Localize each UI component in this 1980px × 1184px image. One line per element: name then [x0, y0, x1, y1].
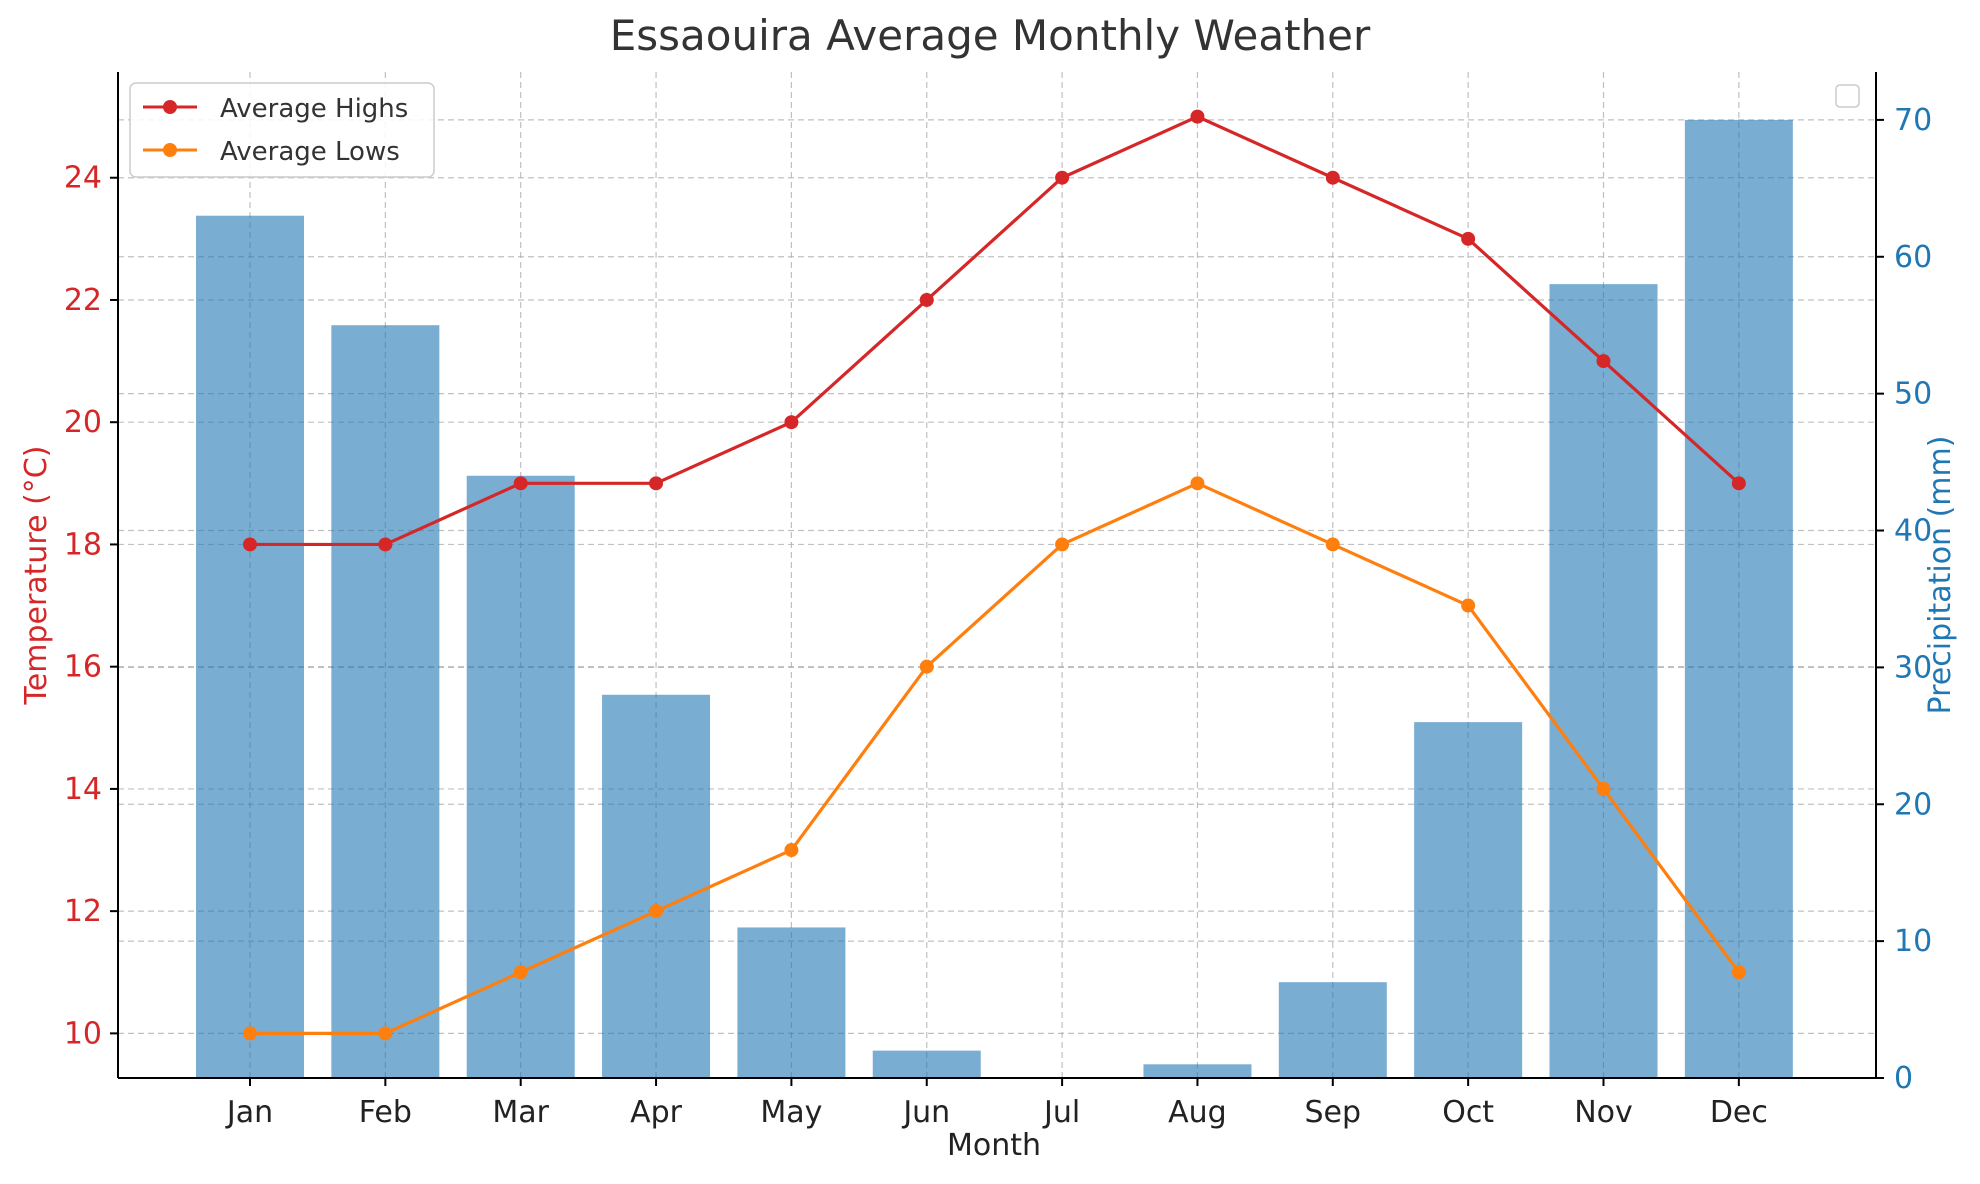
y-tick-label-left: 12 [64, 894, 102, 929]
precipitation-bar [331, 325, 440, 1078]
empty-legend-box [1835, 84, 1860, 108]
precipitation-bar [1278, 982, 1387, 1078]
y-tick-label-right: 20 [1894, 787, 1932, 822]
x-tick-label: May [760, 1095, 822, 1130]
y-tick-label-right: 40 [1894, 514, 1932, 549]
average-highs-point [784, 415, 799, 430]
temperature-lines [243, 109, 1746, 1041]
y-tick-label-left: 18 [64, 527, 102, 562]
x-tick-label: Sep [1305, 1095, 1362, 1130]
x-tick-label: Jan [225, 1095, 273, 1130]
average-lows-point [649, 904, 664, 919]
average-highs-line [250, 115, 1740, 547]
y-tick-label-left: 24 [64, 161, 102, 196]
legend-marker-lows [163, 143, 177, 157]
average-highs-point [1190, 109, 1205, 124]
x-tick-label: Mar [492, 1095, 549, 1130]
x-tick-label: Jul [1042, 1095, 1080, 1130]
y-tick-label-right: 60 [1894, 240, 1932, 275]
legend-label-lows: Average Lows [220, 137, 400, 167]
precipitation-bar [872, 1050, 981, 1078]
y-tick-label-right: 50 [1894, 377, 1932, 412]
precipitation-bar [737, 927, 846, 1078]
precipitation-bar [1414, 722, 1523, 1078]
y-tick-label-right: 30 [1894, 650, 1932, 685]
average-highs-point [1325, 170, 1340, 185]
axis-ticks: Jan Feb Mar Apr May Jun Jul Aug Sep Oct Nov Dec 10 12… [64, 103, 1932, 1130]
y-tick-label-left: 22 [64, 283, 102, 318]
precipitation-bar [602, 694, 711, 1078]
legend-entry-highs: Average Highs [143, 94, 408, 124]
y-axis-label-right: Precipitation (mm) [1923, 436, 1958, 715]
average-highs-point [649, 476, 664, 491]
x-tick-label: Apr [630, 1095, 683, 1130]
precipitation-bar [196, 215, 304, 1078]
x-tick-label: Aug [1168, 1095, 1227, 1130]
average-lows-line [250, 481, 1741, 1035]
x-tick-label: Nov [1574, 1095, 1633, 1130]
legend: Average Highs Average Lows [129, 82, 435, 178]
average-lows-point [1461, 598, 1476, 613]
average-lows-point [784, 843, 799, 858]
x-axis-label: Month [947, 1128, 1041, 1163]
x-tick-label: Dec [1710, 1095, 1768, 1130]
x-tick-label: Jun [901, 1095, 950, 1130]
y-tick-label-right: 0 [1894, 1061, 1913, 1096]
y-tick-label-left: 10 [64, 1016, 102, 1051]
precipitation-bar [1684, 119, 1793, 1078]
legend-label-highs: Average Highs [220, 94, 408, 124]
average-highs-point [1731, 476, 1746, 491]
y-tick-label-right: 10 [1894, 924, 1932, 959]
y-tick-label-left: 14 [64, 772, 102, 807]
x-tick-label: Feb [359, 1095, 412, 1130]
average-lows-point [1325, 537, 1340, 552]
average-lows-point [1190, 476, 1205, 491]
average-lows-point [1731, 965, 1746, 980]
average-highs-point [513, 476, 528, 491]
average-lows-point [513, 965, 528, 980]
y-tick-label-left: 20 [64, 405, 102, 440]
y-axis-label-left: Temperature (°C) [19, 446, 54, 706]
average-highs-point [919, 292, 934, 307]
average-lows-point [378, 1026, 393, 1041]
average-highs-point [1461, 231, 1476, 246]
average-highs-point [243, 537, 257, 552]
precipitation-bars [196, 119, 1793, 1079]
precipitation-bar [1143, 1064, 1252, 1078]
average-highs-point [378, 537, 393, 552]
y-tick-label-right: 70 [1894, 103, 1932, 138]
average-lows-point [1055, 537, 1070, 552]
average-highs-point [1055, 170, 1070, 185]
average-lows-point [1596, 781, 1611, 796]
average-highs-point [1596, 354, 1611, 369]
y-tick-label-left: 16 [64, 650, 102, 685]
x-tick-label: Oct [1442, 1095, 1494, 1130]
average-lows-point [919, 659, 934, 674]
legend-entry-lows: Average Lows [143, 137, 400, 167]
legend-frame [129, 82, 435, 178]
precipitation-bar [1549, 284, 1658, 1078]
legend-marker-highs [163, 100, 177, 114]
average-lows-point [243, 1026, 257, 1041]
chart-title: Essaouira Average Monthly Weather [610, 11, 1371, 60]
